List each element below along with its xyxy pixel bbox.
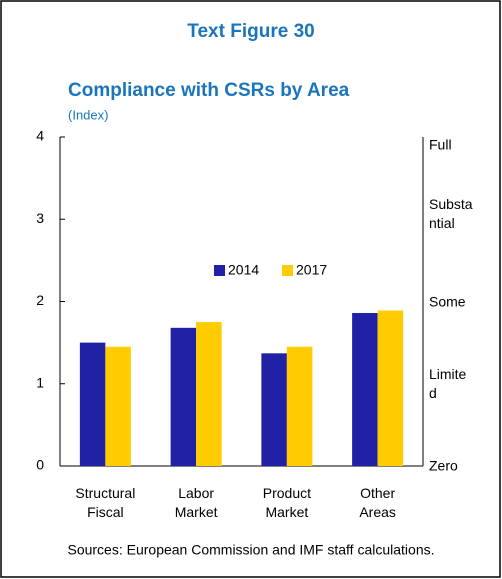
y2-tick-label: Zero bbox=[429, 457, 458, 474]
y-tick-label: 0 bbox=[36, 457, 44, 473]
x-tick-label: Other Areas bbox=[359, 485, 396, 520]
y-tick-label: 4 bbox=[36, 128, 44, 144]
legend-swatch bbox=[282, 265, 293, 276]
legend-swatch bbox=[214, 265, 225, 276]
source: Sources: European Commission and IMF sta… bbox=[67, 542, 434, 558]
legend-label: 2014 bbox=[228, 262, 259, 278]
chart-title: Compliance with CSRs by Area bbox=[68, 80, 350, 101]
y-tick-label: 1 bbox=[36, 374, 44, 390]
bar bbox=[261, 353, 287, 466]
bar bbox=[352, 313, 378, 466]
x-tick-label: Labor Market bbox=[174, 485, 218, 520]
x-tick-label: Product Market bbox=[262, 485, 311, 520]
y2-tick-label: Limited bbox=[429, 365, 467, 401]
figure-label: Text Figure 30 bbox=[187, 21, 314, 42]
bar bbox=[377, 310, 404, 466]
y2-tick-label: Substantial bbox=[429, 196, 473, 232]
y-tick-label: 2 bbox=[36, 292, 44, 308]
x-tick-label: Structural Fiscal bbox=[75, 485, 136, 520]
bar bbox=[196, 322, 222, 466]
y2-tick-label: Full bbox=[429, 136, 452, 153]
y-tick-label: 3 bbox=[36, 210, 44, 226]
bar bbox=[105, 346, 131, 466]
bar bbox=[170, 327, 197, 466]
legend-label: 2017 bbox=[296, 262, 327, 278]
bar bbox=[79, 342, 106, 466]
chart-subtitle: (Index) bbox=[68, 107, 108, 122]
bar bbox=[286, 346, 313, 466]
y2-tick-label: Some bbox=[429, 293, 466, 309]
